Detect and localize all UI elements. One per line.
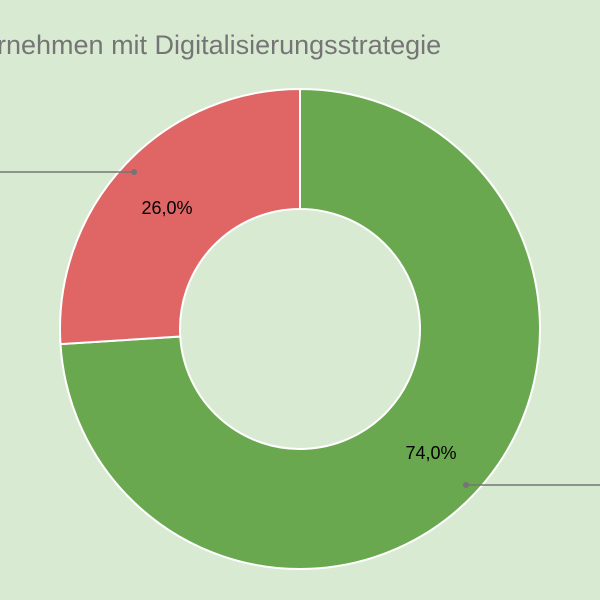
slice-data-label: 26,0% xyxy=(141,198,192,218)
donut-slice xyxy=(59,87,541,570)
donut-slice xyxy=(59,87,301,346)
leader-dot xyxy=(463,482,469,488)
leader-dot xyxy=(131,169,137,175)
chart-title: rnehmen mit Digitalisierungsstrategie xyxy=(0,30,442,60)
slice-data-label: 74,0% xyxy=(405,443,456,463)
